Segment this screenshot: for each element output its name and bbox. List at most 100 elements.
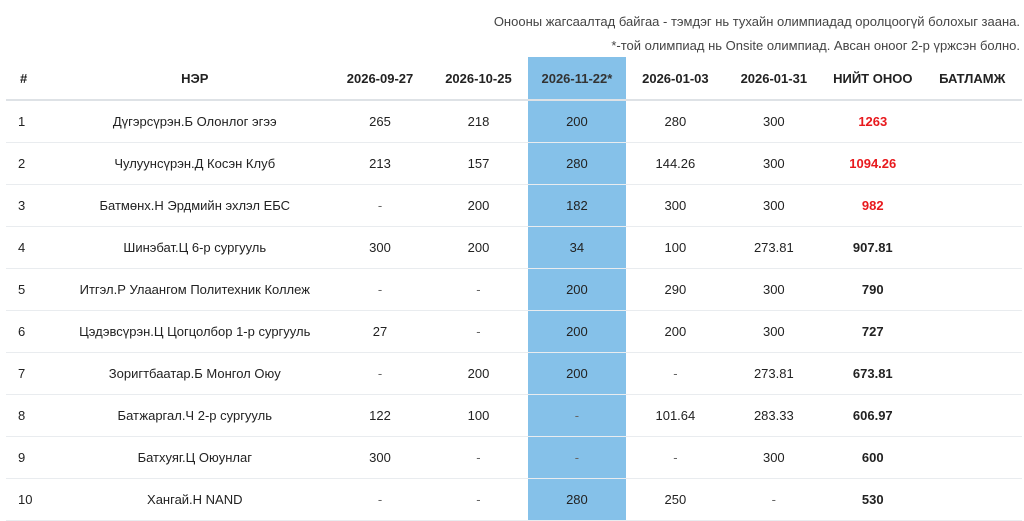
- certificate-cell: [922, 478, 1022, 521]
- score-cell-date-1: 27: [330, 310, 430, 353]
- score-cell-date-1: 122: [330, 394, 430, 437]
- rank-cell: 9: [6, 436, 59, 479]
- legend-notes: Онооны жагсаалтад байгаа - тэмдэг нь тух…: [494, 10, 1020, 58]
- total-score-cell: 600: [823, 436, 923, 479]
- certificate-cell: [922, 184, 1022, 227]
- name-cell: Хангай.Н NAND: [58, 478, 331, 521]
- score-cell-date-2: 200: [429, 226, 528, 269]
- score-cell-date-4: -: [626, 352, 725, 395]
- score-cell-date-4: 280: [626, 100, 725, 143]
- score-cell-date-3: 280: [527, 478, 627, 521]
- name-cell: Дүгэрсүрэн.Б Олонлог эгээ: [58, 100, 331, 143]
- rank-cell: 10: [6, 478, 59, 521]
- rank-cell: 3: [6, 184, 59, 227]
- name-cell: Батмөнх.Н Эрдмийн эхлэл ЕБС: [58, 184, 331, 227]
- score-cell-date-4: 250: [626, 478, 725, 521]
- table-row: 2 Чулуунсүрэн.Д Косэн Клуб 213 157 280 144.26…: [6, 142, 1022, 185]
- header-name[interactable]: НЭР: [58, 57, 331, 101]
- table-row: 8 Батжаргал.Ч 2-р сургууль 122 100-101.64 28…: [6, 394, 1022, 437]
- score-cell-date-1: 300: [330, 436, 430, 479]
- header-date-4[interactable]: 2026-01-03: [626, 57, 725, 101]
- total-score-cell: 1263: [823, 100, 923, 143]
- table-row: 7 Зоригтбаатар.Б Монгол Оюу -200 200-273.81…: [6, 352, 1022, 395]
- score-cell-date-4: 290: [626, 268, 725, 311]
- score-cell-date-3: 200: [527, 268, 627, 311]
- table-row: 5 Итгэл.Р Улаангом Политехник Коллеж - -200…: [6, 268, 1022, 311]
- total-score-cell: 673.81: [823, 352, 923, 395]
- name-cell: Итгэл.Р Улаангом Политехник Коллеж: [58, 268, 331, 311]
- score-cell-date-5: 273.81: [724, 226, 824, 269]
- certificate-cell: [922, 100, 1022, 143]
- score-cell-date-5: 273.81: [724, 352, 824, 395]
- score-cell-date-2: -: [429, 268, 528, 311]
- score-cell-date-2: -: [429, 436, 528, 479]
- score-cell-date-5: 300: [724, 436, 824, 479]
- score-cell-date-1: 265: [330, 100, 430, 143]
- total-score-cell: 606.97: [823, 394, 923, 437]
- total-score-cell: 790: [823, 268, 923, 311]
- score-cell-date-2: 218: [429, 100, 528, 143]
- ranking-table-wrapper: # НЭР 2026-09-27 2026-10-25 2026-11-22* …: [6, 57, 1022, 521]
- table-row: 3 Батмөнх.Н Эрдмийн эхлэл ЕБС -200 182 300 30…: [6, 184, 1022, 227]
- header-certificate: БАТЛАМЖ: [922, 57, 1022, 101]
- score-cell-date-5: 300: [724, 100, 824, 143]
- certificate-cell: [922, 436, 1022, 479]
- score-cell-date-2: 200: [429, 352, 528, 395]
- score-cell-date-4: 300: [626, 184, 725, 227]
- name-cell: Зоригтбаатар.Б Монгол Оюу: [58, 352, 331, 395]
- score-cell-date-3: 182: [527, 184, 627, 227]
- table-row: 6 Цэдэвсүрэн.Ц Цогцолбор 1-р сургууль 27-2…: [6, 310, 1022, 353]
- header-rank: #: [6, 57, 59, 101]
- certificate-cell: [922, 268, 1022, 311]
- score-cell-date-3: 200: [527, 352, 627, 395]
- total-score-cell: 727: [823, 310, 923, 353]
- rank-cell: 8: [6, 394, 59, 437]
- legend-note-onsite: *-той олимпиад нь Onsite олимпиад. Авсан…: [611, 38, 1020, 53]
- score-cell-date-3: -: [527, 394, 627, 437]
- score-cell-date-3: 280: [527, 142, 627, 185]
- name-cell: Цэдэвсүрэн.Ц Цогцолбор 1-р сургууль: [58, 310, 331, 353]
- score-cell-date-5: 300: [724, 142, 824, 185]
- score-cell-date-5: 300: [724, 184, 824, 227]
- certificate-cell: [922, 142, 1022, 185]
- total-score-cell: 982: [823, 184, 923, 227]
- score-cell-date-2: 200: [429, 184, 528, 227]
- name-cell: Батхуяг.Ц Оюунлаг: [58, 436, 331, 479]
- score-cell-date-4: 144.26: [626, 142, 725, 185]
- score-cell-date-4: 200: [626, 310, 725, 353]
- score-cell-date-2: -: [429, 478, 528, 521]
- score-cell-date-1: -: [330, 478, 430, 521]
- rank-cell: 2: [6, 142, 59, 185]
- certificate-cell: [922, 226, 1022, 269]
- table-row: 1 Дүгэрсүрэн.Б Олонлог эгээ 265 218 200 280 30…: [6, 100, 1022, 143]
- certificate-cell: [922, 394, 1022, 437]
- name-cell: Чулуунсүрэн.Д Косэн Клуб: [58, 142, 331, 185]
- table-row: 4 Шинэбат.Ц 6-р сургууль 300 200 34 100 273.81…: [6, 226, 1022, 269]
- header-date-2[interactable]: 2026-10-25: [429, 57, 528, 101]
- score-cell-date-1: -: [330, 184, 430, 227]
- table-row: 10 Хангай.Н NAND - -280 250-530: [6, 478, 1022, 521]
- header-date-5[interactable]: 2026-01-31: [724, 57, 824, 101]
- score-cell-date-2: 100: [429, 394, 528, 437]
- name-cell: Батжаргал.Ч 2-р сургууль: [58, 394, 331, 437]
- header-date-1[interactable]: 2026-09-27: [330, 57, 430, 101]
- certificate-cell: [922, 352, 1022, 395]
- rank-cell: 5: [6, 268, 59, 311]
- score-cell-date-5: 300: [724, 268, 824, 311]
- score-cell-date-5: -: [724, 478, 824, 521]
- header-date-3-onsite[interactable]: 2026-11-22*: [527, 57, 627, 101]
- total-score-cell: 530: [823, 478, 923, 521]
- table-header: # НЭР 2026-09-27 2026-10-25 2026-11-22* …: [6, 57, 1022, 101]
- header-total-score[interactable]: НИЙТ ОНОО: [823, 57, 923, 101]
- score-cell-date-5: 283.33: [724, 394, 824, 437]
- rank-cell: 7: [6, 352, 59, 395]
- rank-cell: 4: [6, 226, 59, 269]
- score-cell-date-5: 300: [724, 310, 824, 353]
- name-cell: Шинэбат.Ц 6-р сургууль: [58, 226, 331, 269]
- score-cell-date-1: 300: [330, 226, 430, 269]
- table-body: 1 Дүгэрсүрэн.Б Олонлог эгээ 265 218 200 280 30…: [6, 100, 1022, 521]
- rank-cell: 6: [6, 310, 59, 353]
- score-cell-date-2: 157: [429, 142, 528, 185]
- score-cell-date-3: 34: [527, 226, 627, 269]
- legend-note-dash: Онооны жагсаалтад байгаа - тэмдэг нь тух…: [493, 14, 1020, 29]
